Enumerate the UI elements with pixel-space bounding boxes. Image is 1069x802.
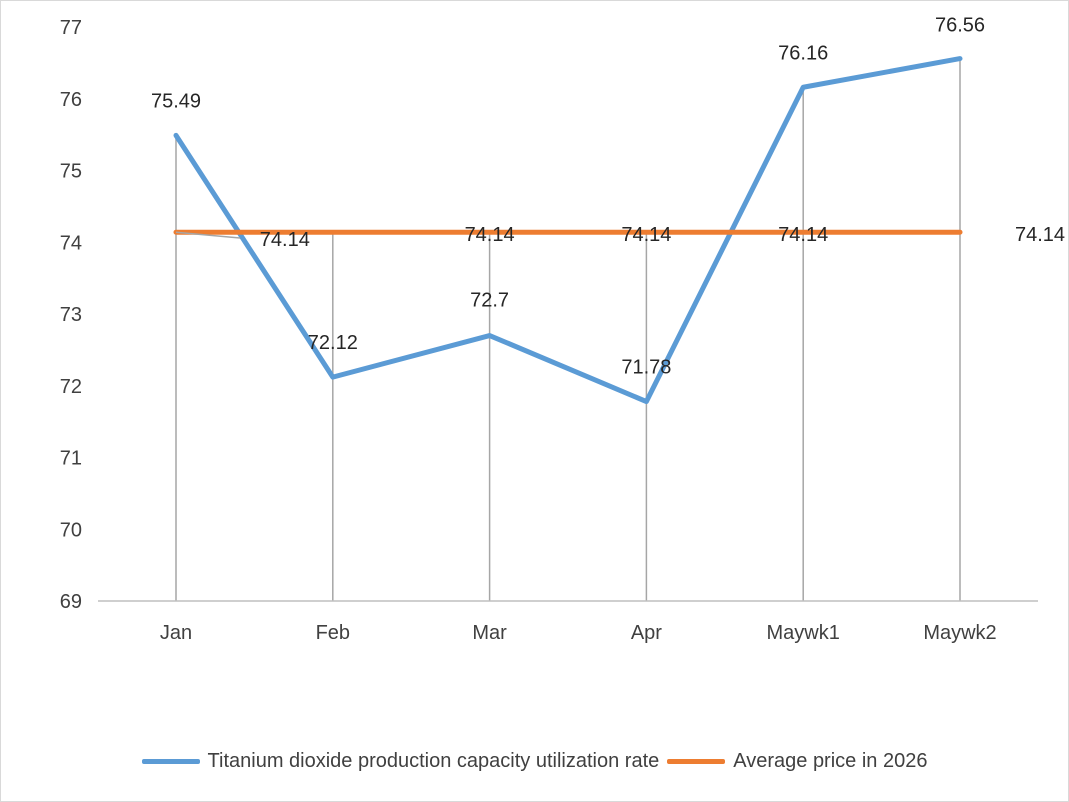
data-label-series-2: 74.14 [778, 224, 828, 246]
label-leader-line [175, 231, 241, 239]
y-tick-label: 69 [60, 591, 82, 613]
data-label-series-2: 74.14 [1015, 224, 1065, 246]
y-tick-label: 76 [60, 89, 82, 111]
legend-label-series-2: Average price in 2026 [733, 750, 928, 772]
legend: Titanium dioxide production capacity uti… [0, 750, 1069, 773]
y-tick-label: 77 [60, 17, 82, 39]
data-label-series-1: 75.49 [151, 90, 201, 112]
y-tick-label: 71 [60, 448, 82, 470]
data-label-series-2: 74.14 [260, 229, 310, 251]
drop-lines [175, 58, 961, 601]
data-labels: 75.49 72.12 72.7 71.78 76.16 76.56 74.14 74.14 7… [151, 15, 1065, 379]
x-tick-label: Maywk1 [767, 622, 840, 644]
legend-swatch-series-2 [667, 759, 726, 764]
data-label-series-1: 71.78 [621, 357, 671, 379]
legend-swatch-series-1 [141, 759, 200, 764]
y-tick-label: 72 [60, 376, 82, 398]
x-tick-label: Feb [316, 622, 350, 644]
x-tick-label: Mar [472, 622, 507, 644]
legend-label-series-1: Titanium dioxide production capacity uti… [207, 750, 660, 772]
x-tick-label: Apr [631, 622, 662, 644]
data-label-series-2: 74.14 [621, 224, 671, 246]
y-tick-label: 75 [60, 161, 82, 183]
x-tick-label: Jan [160, 622, 192, 644]
y-axis-tick-labels: 69 70 71 72 73 74 75 76 77 [60, 17, 82, 613]
data-label-series-1: 72.12 [308, 332, 358, 354]
x-axis-tick-labels: Jan Feb Mar Apr Maywk1 Maywk2 [160, 622, 997, 644]
data-label-series-1: 76.56 [935, 15, 985, 37]
series-line-1 [173, 56, 963, 405]
data-label-series-1: 76.16 [778, 42, 828, 64]
data-label-series-1: 72.7 [470, 290, 509, 312]
x-tick-label: Maywk2 [923, 622, 996, 644]
y-tick-label: 70 [60, 519, 82, 541]
legend-item-series-2[interactable]: Average price in 2026 [667, 750, 927, 773]
series-lines [173, 56, 963, 405]
y-tick-label: 73 [60, 304, 82, 326]
legend-item-series-1[interactable]: Titanium dioxide production capacity uti… [141, 750, 660, 773]
data-label-series-2: 74.14 [465, 224, 515, 246]
y-tick-label: 74 [60, 232, 82, 254]
